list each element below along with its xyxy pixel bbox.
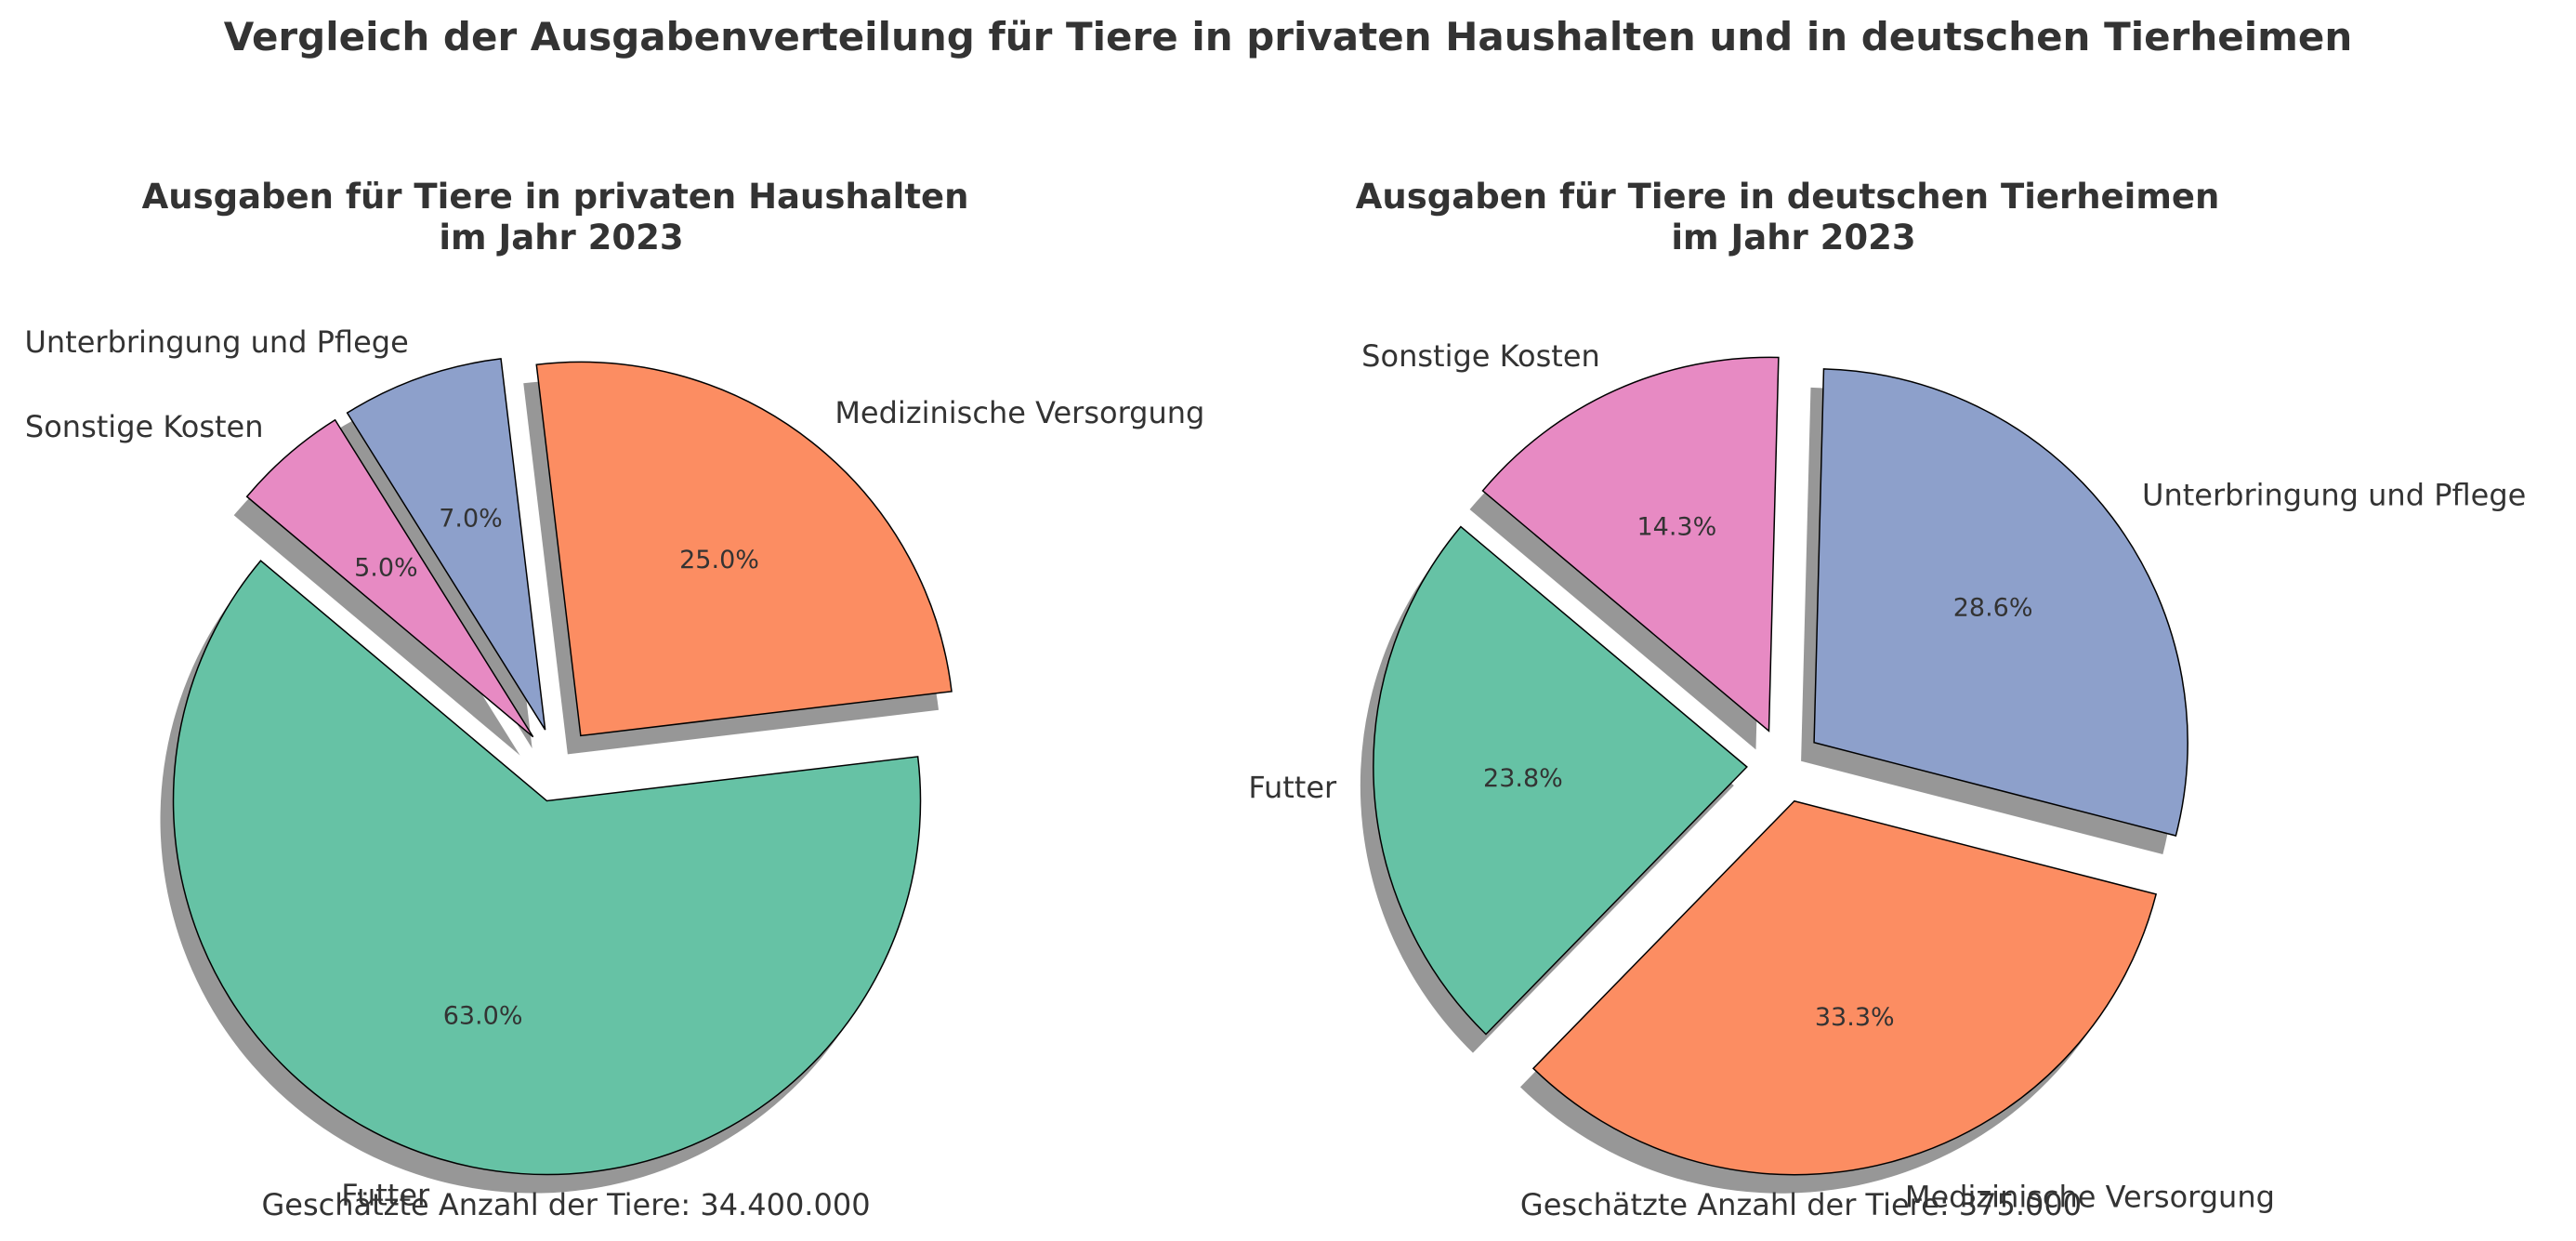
pie-title-households: Ausgaben für Tiere in privaten Haushalte…: [142, 177, 981, 257]
pie-title-shelters-line-2: im Jahr 2023: [1671, 218, 1915, 257]
pie-pct-label-sonstige-kosten: 5.0%: [354, 554, 418, 583]
pie-category-label-sonstige-kosten: Sonstige Kosten: [25, 409, 264, 444]
pie-labels-shelters: 23.8% Futter 33.3% Medizinische Versorgung 2…: [1248, 338, 2526, 1214]
pie-slice-sonstige-kosten: [245, 418, 534, 738]
pie-slice-futter: [172, 560, 922, 1176]
footer-shelters: Geschätzte Anzahl der Tiere: 375.000: [1520, 1187, 2082, 1222]
pie-title-households-line-2: im Jahr 2023: [439, 218, 683, 257]
pie-slice-unterbringung-und-pflege: [346, 358, 546, 731]
pie-pct-label-unterbringung-und-pflege: 28.6%: [1953, 593, 2033, 622]
pie-pct-label-medizinische-versorgung: 25.0%: [679, 546, 759, 574]
footer-households: Geschätzte Anzahl der Tiere: 34.400.000: [261, 1187, 870, 1222]
pie-pct-label-medizinische-versorgung: 33.3%: [1815, 1003, 1895, 1032]
pie-category-label-medizinische-versorgung: Medizinische Versorgung: [1905, 1180, 2275, 1215]
pie-pct-label-futter: 23.8%: [1483, 764, 1563, 793]
pie-slices-shelters: [1373, 356, 2188, 1176]
pie-slice-unterbringung-und-pflege: [1813, 368, 2188, 837]
pie-category-label-futter: Futter: [1248, 770, 1337, 805]
pie-title-households-line-1: Ausgaben für Tiere in privaten Haushalte…: [142, 177, 969, 217]
pie-pct-label-futter: 63.0%: [443, 1002, 523, 1031]
pie-category-label-medizinische-versorgung: Medizinische Versorgung: [835, 395, 1204, 430]
pie-category-label-sonstige-kosten: Sonstige Kosten: [1361, 338, 1600, 374]
pie-category-label-futter: Futter: [341, 1177, 430, 1212]
figure-title: Vergleich der Ausgabenverteilung für Tie…: [224, 14, 2353, 59]
pie-pct-label-unterbringung-und-pflege: 7.0%: [439, 505, 503, 534]
pie-chart-shelters: Ausgaben für Tiere in deutschen Tierheim…: [1248, 177, 2526, 1222]
pie-pct-label-sonstige-kosten: 14.3%: [1636, 512, 1716, 541]
pie-slice-sonstige-kosten: [1481, 356, 1780, 733]
pie-category-label-unterbringung-und-pflege: Unterbringung und Pflege: [2142, 477, 2526, 512]
pie-title-shelters-line-1: Ausgaben für Tiere in deutschen Tierheim…: [1356, 177, 2220, 217]
pie-slice-medizinische-versorgung: [535, 361, 953, 737]
pie-title-shelters: Ausgaben für Tiere in deutschen Tierheim…: [1356, 177, 2231, 257]
pie-slice-futter: [1373, 525, 1748, 1036]
pie-labels-households: 63.0% Futter 25.0% Medizinische Versorgung 7…: [24, 324, 1204, 1212]
pie-slice-medizinische-versorgung: [1531, 799, 2158, 1176]
pie-slices-households: [172, 358, 953, 1176]
pie-category-label-unterbringung-und-pflege: Unterbringung und Pflege: [24, 324, 408, 360]
pie-chart-households: Ausgaben für Tiere in privaten Haushalte…: [24, 177, 1204, 1222]
